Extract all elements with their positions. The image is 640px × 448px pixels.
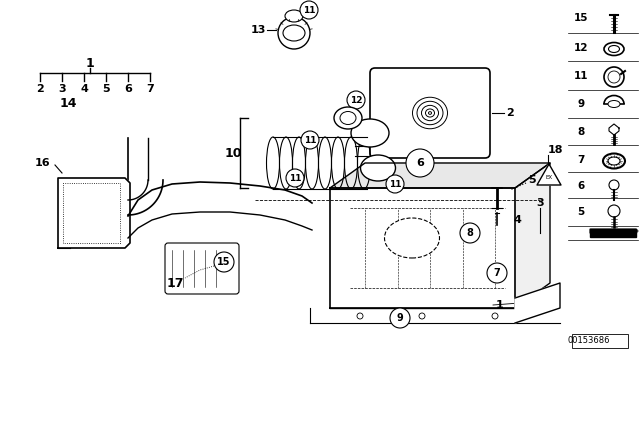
Polygon shape [590, 229, 638, 233]
Polygon shape [58, 178, 130, 248]
Polygon shape [590, 229, 636, 233]
Circle shape [608, 205, 620, 217]
Circle shape [608, 71, 620, 83]
Circle shape [301, 131, 319, 149]
Polygon shape [330, 188, 515, 308]
Ellipse shape [385, 218, 440, 258]
Ellipse shape [283, 25, 305, 41]
Text: 5: 5 [102, 84, 110, 94]
Circle shape [609, 180, 619, 190]
Text: EX: EX [545, 175, 552, 180]
Text: 7: 7 [493, 268, 500, 278]
FancyBboxPatch shape [165, 243, 239, 294]
Text: 18: 18 [547, 145, 563, 155]
Text: 00153686: 00153686 [568, 336, 611, 345]
Text: 11: 11 [289, 173, 301, 182]
Text: 15: 15 [573, 13, 588, 23]
Bar [572, 334, 628, 348]
Text: 7: 7 [146, 84, 154, 94]
Text: 10: 10 [224, 146, 242, 159]
Ellipse shape [604, 43, 624, 56]
Circle shape [604, 67, 624, 87]
Text: 16: 16 [35, 158, 51, 168]
Circle shape [492, 313, 498, 319]
Circle shape [286, 169, 304, 187]
Text: 5: 5 [577, 207, 584, 217]
Polygon shape [330, 163, 550, 188]
Ellipse shape [608, 157, 620, 165]
FancyBboxPatch shape [370, 68, 490, 158]
Text: 12: 12 [349, 95, 362, 104]
Ellipse shape [340, 112, 356, 125]
Text: 6: 6 [124, 84, 132, 94]
Circle shape [386, 175, 404, 193]
Circle shape [390, 308, 410, 328]
Text: 2: 2 [506, 108, 514, 118]
Ellipse shape [360, 155, 396, 181]
Text: 7: 7 [577, 155, 585, 165]
Text: 8: 8 [467, 228, 474, 238]
Text: 14: 14 [60, 96, 77, 109]
Text: 5: 5 [528, 175, 536, 185]
Polygon shape [537, 164, 561, 185]
Text: 15: 15 [217, 257, 231, 267]
Text: 11: 11 [303, 5, 316, 14]
Text: 11: 11 [304, 135, 316, 145]
Text: 3: 3 [58, 84, 66, 94]
Text: 1: 1 [496, 300, 504, 310]
Circle shape [214, 252, 234, 272]
Polygon shape [609, 124, 619, 135]
Text: 6: 6 [416, 158, 424, 168]
Circle shape [347, 91, 365, 109]
Circle shape [460, 223, 480, 243]
Circle shape [419, 313, 425, 319]
Polygon shape [515, 163, 550, 308]
Text: 1: 1 [86, 56, 94, 69]
Text: 13: 13 [250, 25, 266, 35]
Ellipse shape [603, 154, 625, 168]
Circle shape [406, 149, 434, 177]
Polygon shape [515, 283, 560, 323]
Ellipse shape [334, 107, 362, 129]
Text: 9: 9 [397, 313, 403, 323]
Text: 11: 11 [388, 180, 401, 189]
Text: 12: 12 [573, 43, 588, 53]
Circle shape [487, 263, 507, 283]
Polygon shape [590, 233, 636, 237]
Text: 9: 9 [577, 99, 584, 109]
Ellipse shape [609, 46, 620, 52]
Ellipse shape [351, 119, 389, 147]
Text: 3: 3 [536, 198, 544, 208]
Circle shape [357, 313, 363, 319]
Text: 8: 8 [577, 127, 584, 137]
Text: 11: 11 [573, 71, 588, 81]
Text: 4: 4 [80, 84, 88, 94]
Circle shape [300, 1, 318, 19]
Text: 4: 4 [513, 215, 521, 225]
Ellipse shape [608, 100, 620, 108]
Circle shape [278, 17, 310, 49]
Text: 2: 2 [36, 84, 44, 94]
Ellipse shape [285, 10, 303, 22]
Text: 17: 17 [166, 276, 184, 289]
Text: 6: 6 [577, 181, 584, 191]
